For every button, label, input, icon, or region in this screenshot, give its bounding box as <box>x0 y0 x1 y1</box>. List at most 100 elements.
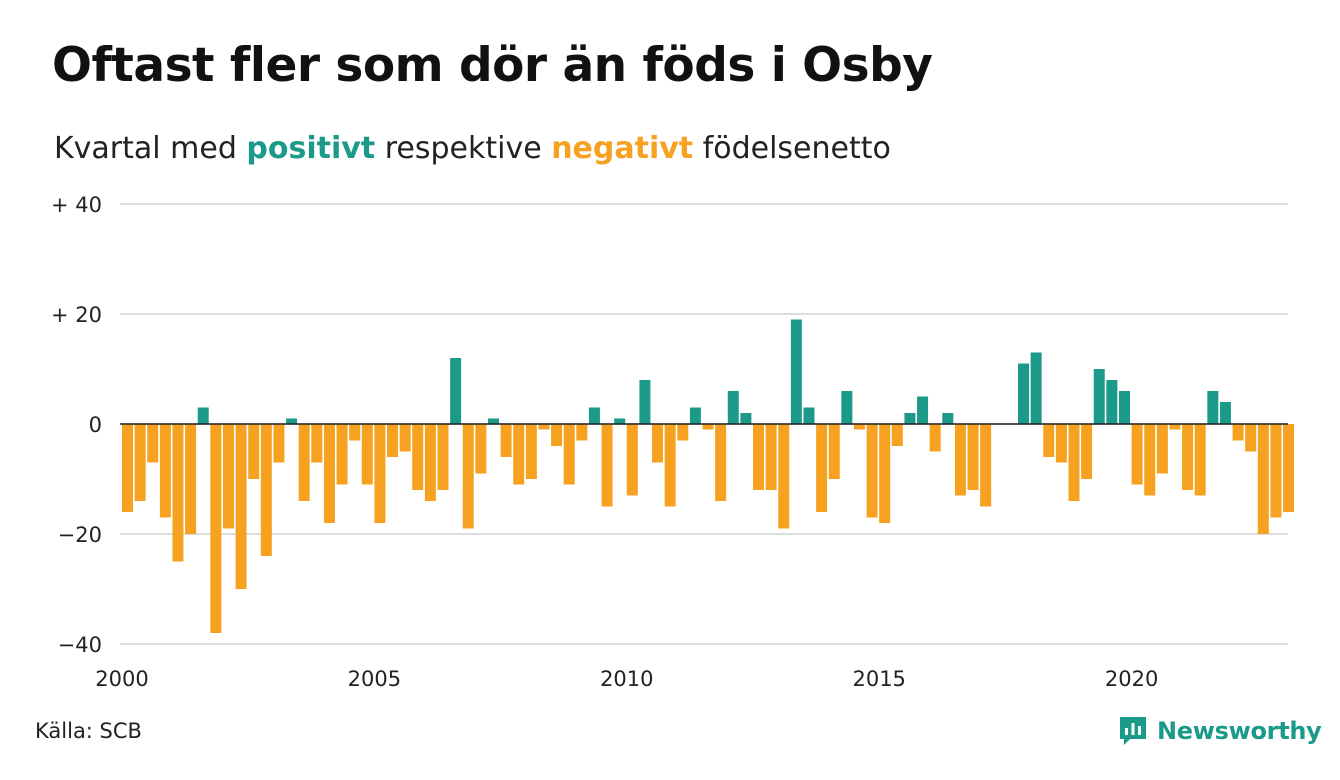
bar <box>853 424 865 430</box>
bar <box>134 424 146 501</box>
bar <box>1182 424 1194 490</box>
bar <box>311 424 323 463</box>
bar <box>349 424 361 441</box>
bar <box>538 424 550 430</box>
bar <box>891 424 903 446</box>
bar <box>588 407 600 424</box>
bar <box>323 424 335 523</box>
x-axis-ticks: 2000 2005 2010 2015 2020 <box>95 667 1158 691</box>
bar <box>551 424 563 446</box>
bar <box>210 424 222 633</box>
bar <box>727 391 739 424</box>
y-axis-ticks: + 40 + 20 0 −20 −40 <box>51 193 102 657</box>
bar <box>487 418 499 424</box>
bar <box>1030 352 1042 424</box>
bar <box>424 424 436 501</box>
bar <box>1156 424 1168 474</box>
bar <box>1081 424 1093 479</box>
bar <box>336 424 348 485</box>
bar <box>1232 424 1244 441</box>
subtitle-positive: positivt <box>246 131 376 166</box>
x-tick-label: 2020 <box>1105 667 1158 691</box>
x-tick-label: 2010 <box>600 667 653 691</box>
bar <box>475 424 487 474</box>
bar <box>387 424 399 457</box>
bar <box>639 380 651 424</box>
bar <box>1043 424 1055 457</box>
bar <box>1270 424 1282 518</box>
chart-title: Oftast fler som dör än föds i Osby <box>52 38 933 93</box>
y-tick-label: −20 <box>58 523 102 547</box>
bar <box>122 424 133 512</box>
bar <box>917 396 929 424</box>
y-tick-label: + 40 <box>51 193 102 217</box>
bar <box>740 413 752 424</box>
bar <box>1219 402 1231 424</box>
bar <box>1194 424 1206 496</box>
brand-name: Newsworthy <box>1157 717 1322 745</box>
x-tick-label: 2005 <box>348 667 401 691</box>
bar <box>980 424 992 507</box>
bar <box>399 424 411 452</box>
bar <box>197 407 209 424</box>
source-note: Källa: SCB <box>35 719 142 743</box>
bar <box>803 407 815 424</box>
x-tick-label: 2015 <box>852 667 905 691</box>
bar <box>677 424 689 441</box>
bar <box>841 391 853 424</box>
bar <box>222 424 234 529</box>
subtitle-negative: negativt <box>551 131 694 166</box>
bar <box>260 424 272 556</box>
bar <box>361 424 373 485</box>
subtitle-suffix: födelsenetto <box>693 131 891 166</box>
bar <box>753 424 764 490</box>
bar <box>790 319 802 424</box>
bar <box>652 424 664 463</box>
newsworthy-logo[interactable]: Newsworthy <box>1118 714 1322 748</box>
bar <box>967 424 979 490</box>
bar <box>816 424 828 512</box>
bar <box>412 424 424 490</box>
bar <box>942 413 954 424</box>
bar <box>1055 424 1067 463</box>
bar <box>1106 380 1118 424</box>
bar <box>1257 424 1269 534</box>
chart-subtitle: Kvartal med positivt respektive negativt… <box>54 131 891 166</box>
bar <box>185 424 197 534</box>
bar <box>1207 391 1219 424</box>
x-tick-label: 2000 <box>95 667 148 691</box>
bar <box>828 424 840 479</box>
bar <box>235 424 247 589</box>
bar <box>1245 424 1257 452</box>
bar <box>172 424 184 562</box>
bar <box>437 424 449 490</box>
bar <box>147 424 159 463</box>
bar <box>286 418 298 424</box>
bar <box>702 424 714 430</box>
bar <box>626 424 638 496</box>
bar <box>765 424 777 490</box>
bar <box>563 424 575 485</box>
bar <box>273 424 285 463</box>
bar <box>1018 363 1030 424</box>
y-tick-label: 0 <box>89 413 102 437</box>
bar <box>576 424 588 441</box>
bar <box>778 424 790 529</box>
bar <box>450 358 462 424</box>
subtitle-prefix: Kvartal med <box>54 131 247 166</box>
bar <box>664 424 676 507</box>
bar <box>904 413 916 424</box>
bar <box>1283 424 1295 512</box>
bar <box>298 424 310 501</box>
bar <box>1169 424 1181 430</box>
bar <box>1068 424 1080 501</box>
bar <box>500 424 512 457</box>
bar <box>715 424 727 501</box>
bar <box>1093 369 1105 424</box>
bar <box>1144 424 1156 496</box>
bar <box>1131 424 1143 485</box>
bar <box>929 424 941 452</box>
y-tick-label: −40 <box>58 633 102 657</box>
subtitle-middle: respektive <box>375 131 552 166</box>
